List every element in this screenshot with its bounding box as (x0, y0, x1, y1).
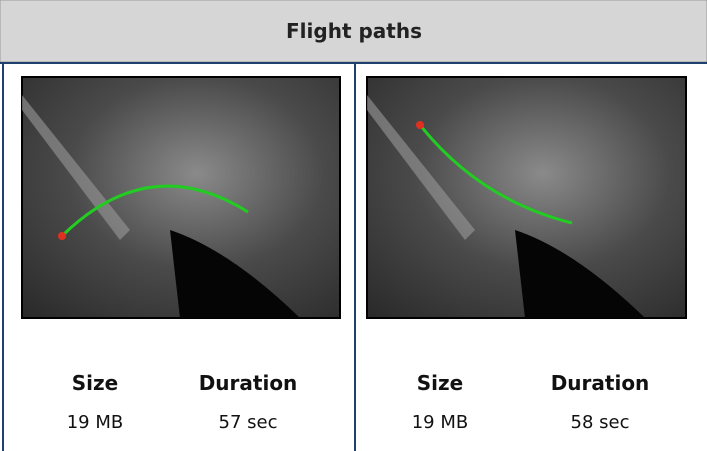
water (515, 230, 645, 318)
runway (367, 95, 475, 240)
thumbnail[interactable] (21, 76, 341, 319)
flight-path (418, 124, 573, 225)
size-label: Size (417, 371, 463, 395)
duration-label: Duration (551, 371, 650, 395)
start-point (58, 232, 66, 240)
water (170, 230, 300, 318)
size-label: Size (72, 371, 118, 395)
thumbnail[interactable] (366, 76, 687, 319)
duration-label: Duration (199, 371, 298, 395)
flight-path (60, 184, 249, 238)
header-title: Flight paths (286, 19, 422, 43)
duration-value: 58 sec (571, 412, 630, 433)
size-value: 19 MB (412, 412, 469, 433)
duration-value: 57 sec (219, 412, 278, 433)
start-point (416, 121, 424, 129)
size-value: 19 MB (67, 412, 124, 433)
